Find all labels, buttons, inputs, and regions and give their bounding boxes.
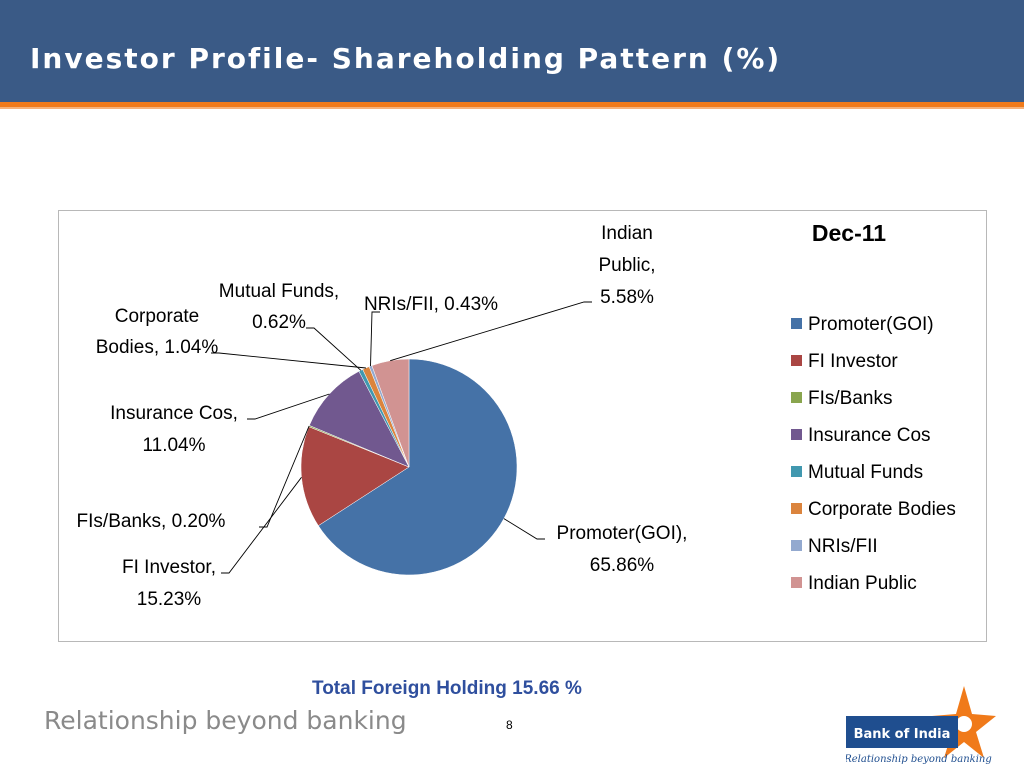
data-label-insurance-cos: 11.04%: [142, 435, 205, 456]
legend-swatch-indian-public: [791, 577, 802, 588]
data-label-mutual-funds: 0.62%: [252, 312, 306, 333]
legend-entry-nris-fii: NRIs/FII: [808, 536, 878, 557]
legend-entry-indian-public: Indian Public: [808, 573, 917, 594]
leader-line-mutual-funds: [306, 327, 362, 371]
page-number: 8: [506, 718, 513, 732]
leader-line-nris-fii: [370, 311, 380, 367]
data-label-fi-investor: 15.23%: [137, 589, 202, 610]
header-accent-line: [0, 102, 1024, 107]
leader-line-promoter-goi: [503, 518, 545, 540]
legend-swatch-nris-fii: [791, 540, 802, 551]
leader-line-fis-banks: [259, 425, 310, 528]
legend-swatch-fi-investor: [791, 355, 802, 366]
legend-swatch-mutual-funds: [791, 466, 802, 477]
chart-title: Dec-11: [812, 220, 886, 246]
leader-line-fi-investor: [221, 477, 302, 574]
data-label-promoter-goi: Promoter(GOI),: [557, 523, 688, 544]
legend-swatch-corporate-bodies: [791, 503, 802, 514]
pie-chart: Promoter(GOI), 65.86% FI Investor, 15.23% FI…: [77, 220, 956, 610]
data-label-fis-banks: FIs/Banks, 0.20%: [77, 511, 226, 532]
legend-entry-mutual-funds: Mutual Funds: [808, 462, 923, 483]
data-label-corporate-bodies: Bodies, 1.04%: [96, 337, 219, 358]
legend-entry-fis-banks: FIs/Banks: [808, 388, 892, 409]
bank-of-india-logo: Bank of India Relationship beyond bankin…: [846, 686, 996, 765]
data-label-indian-public: 5.58%: [600, 287, 654, 308]
pie-slice-indian-public: [371, 358, 410, 468]
legend-swatch-fis-banks: [791, 392, 802, 403]
legend-swatch-insurance-cos: [791, 429, 802, 440]
legend-entry-corporate-bodies: Corporate Bodies: [808, 499, 956, 520]
data-label-promoter-goi: 65.86%: [590, 555, 655, 576]
slide-title: Investor Profile- Shareholding Pattern (…: [30, 42, 782, 75]
slide-header: [0, 0, 1024, 102]
data-label-indian-public: Public,: [598, 255, 655, 276]
leader-line-corporate-bodies: [211, 352, 366, 369]
logo-box: [846, 716, 958, 748]
data-label-fi-investor: FI Investor,: [122, 557, 216, 578]
data-label-nris-fii: NRIs/FII, 0.43%: [364, 294, 498, 315]
header-accent-line-light: [0, 107, 1024, 109]
pie-slice-promoter-goi: [317, 358, 518, 576]
legend-entry-insurance-cos: Insurance Cos: [808, 425, 931, 446]
data-label-mutual-funds: Mutual Funds,: [219, 281, 339, 302]
total-foreign-holding-note: Total Foreign Holding 15.66 %: [312, 678, 582, 699]
legend-swatch-promoter-goi: [791, 318, 802, 329]
chart-frame: Promoter(GOI), 65.86% FI Investor, 15.23% FI…: [58, 210, 987, 642]
legend-entry-promoter-goi: Promoter(GOI): [808, 314, 934, 335]
data-label-insurance-cos: Insurance Cos,: [110, 403, 238, 424]
logo-name: Bank of India: [854, 727, 951, 742]
leader-line-indian-public: [390, 301, 592, 362]
logo-tagline: Relationship beyond banking: [846, 754, 992, 765]
data-label-indian-public: Indian: [601, 223, 653, 244]
leader-line-insurance-cos: [247, 393, 330, 420]
data-label-corporate-bodies: Corporate: [115, 306, 200, 327]
footer-tagline: Relationship beyond banking: [44, 706, 407, 735]
legend-entry-fi-investor: FI Investor: [808, 351, 898, 372]
logo-emblem-icon: [956, 716, 972, 732]
pie-slice-insurance-cos: [309, 370, 410, 468]
